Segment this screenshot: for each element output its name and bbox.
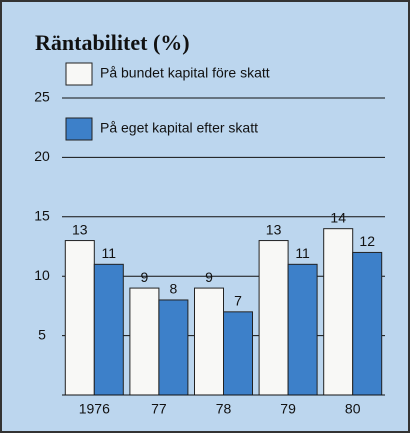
legend-swatch (65, 62, 93, 86)
value-label: 11 (295, 245, 310, 261)
y-tick-label: 20 (34, 148, 50, 164)
chart-title: Räntabilitet (%) (35, 30, 190, 55)
value-label: 9 (141, 269, 149, 285)
legend-label: På eget kapital efter skatt (100, 120, 258, 136)
bar (64, 240, 95, 396)
y-tick-label: 15 (34, 208, 50, 224)
bar (194, 287, 224, 396)
legend-label: På bundet kapital före skatt (100, 65, 270, 81)
bar (323, 228, 354, 396)
x-tick-label: 1976 (79, 401, 110, 417)
value-label: 12 (359, 233, 375, 249)
x-tick-label: 77 (151, 401, 167, 417)
bar (129, 287, 160, 396)
value-label: 7 (234, 293, 242, 309)
value-label: 13 (72, 221, 88, 237)
bar (158, 299, 189, 396)
bar (93, 263, 124, 396)
bar (223, 311, 253, 396)
value-label: 11 (102, 245, 117, 261)
bar (258, 240, 289, 396)
bar (287, 263, 318, 396)
value-label: 9 (205, 269, 213, 285)
y-tick-label: 5 (38, 326, 46, 342)
x-tick-label: 78 (216, 401, 232, 417)
y-tick-label: 10 (34, 267, 50, 283)
value-label: 8 (170, 281, 178, 297)
legend-swatch (65, 117, 93, 141)
x-tick-label: 79 (280, 401, 296, 417)
value-label: 14 (330, 209, 346, 225)
x-tick-label: 80 (345, 401, 361, 417)
bar (352, 251, 383, 396)
value-label: 13 (266, 221, 282, 237)
y-tick-label: 25 (34, 89, 50, 105)
